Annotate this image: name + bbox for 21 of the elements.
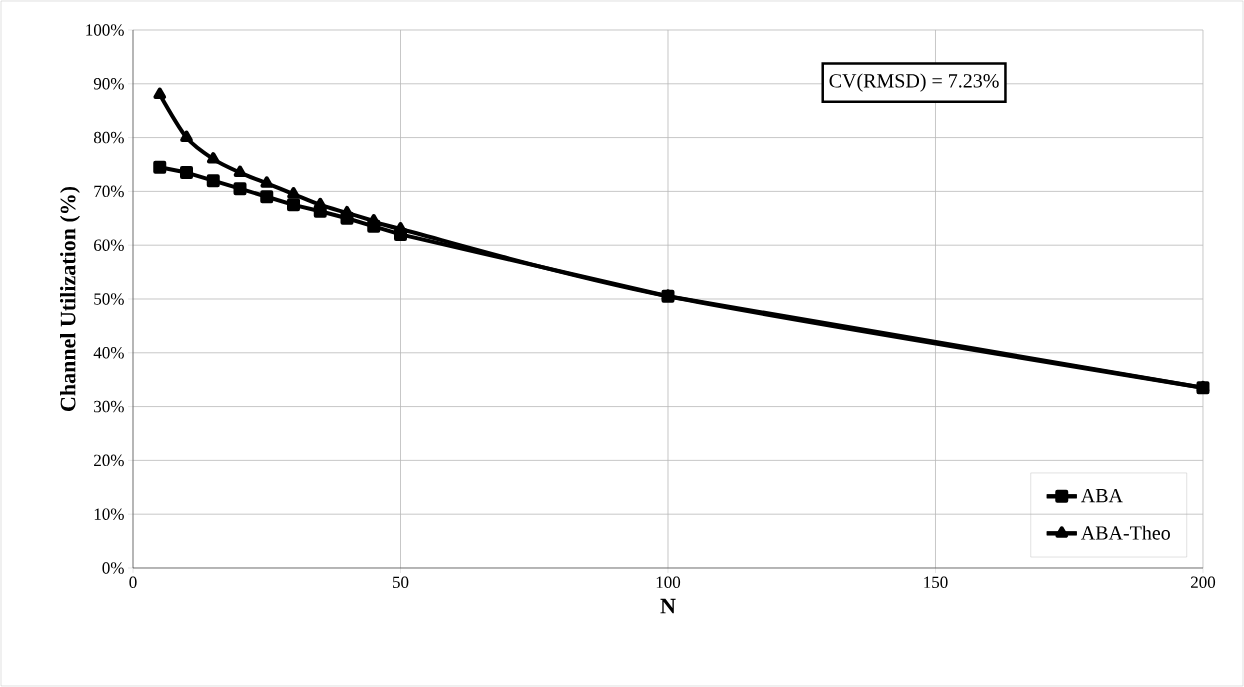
y-tick-label: 100%: [86, 24, 124, 36]
y-tick-label: 60%: [94, 239, 124, 251]
y-axis-title: Channel Utilization (%): [60, 186, 80, 411]
y-tick-label: 90%: [93, 78, 124, 90]
x-tick-label: 150: [924, 576, 948, 588]
y-tick-label: 70%: [94, 185, 124, 198]
x-tick-label: 0: [129, 576, 137, 588]
y-tick-label: 30%: [94, 400, 124, 413]
y-tick-label: 40%: [93, 347, 124, 359]
legend-label: ABA-Theo: [1080, 525, 1170, 540]
y-tick-label: 50%: [94, 293, 124, 305]
y-tick-label: 10%: [94, 508, 124, 520]
x-axis-title: N: [660, 598, 676, 614]
y-tick-label: 0%: [102, 562, 124, 574]
annotation: CV(RMSD) = 7.23%: [829, 73, 999, 92]
x-tick-label: 200: [1190, 576, 1216, 588]
y-tick-label: 20%: [94, 454, 124, 467]
legend-label: ABA: [1080, 488, 1123, 503]
x-tick-label: 50: [392, 576, 409, 588]
y-tick-label: 80%: [93, 131, 124, 144]
x-tick-label: 100: [656, 576, 681, 588]
